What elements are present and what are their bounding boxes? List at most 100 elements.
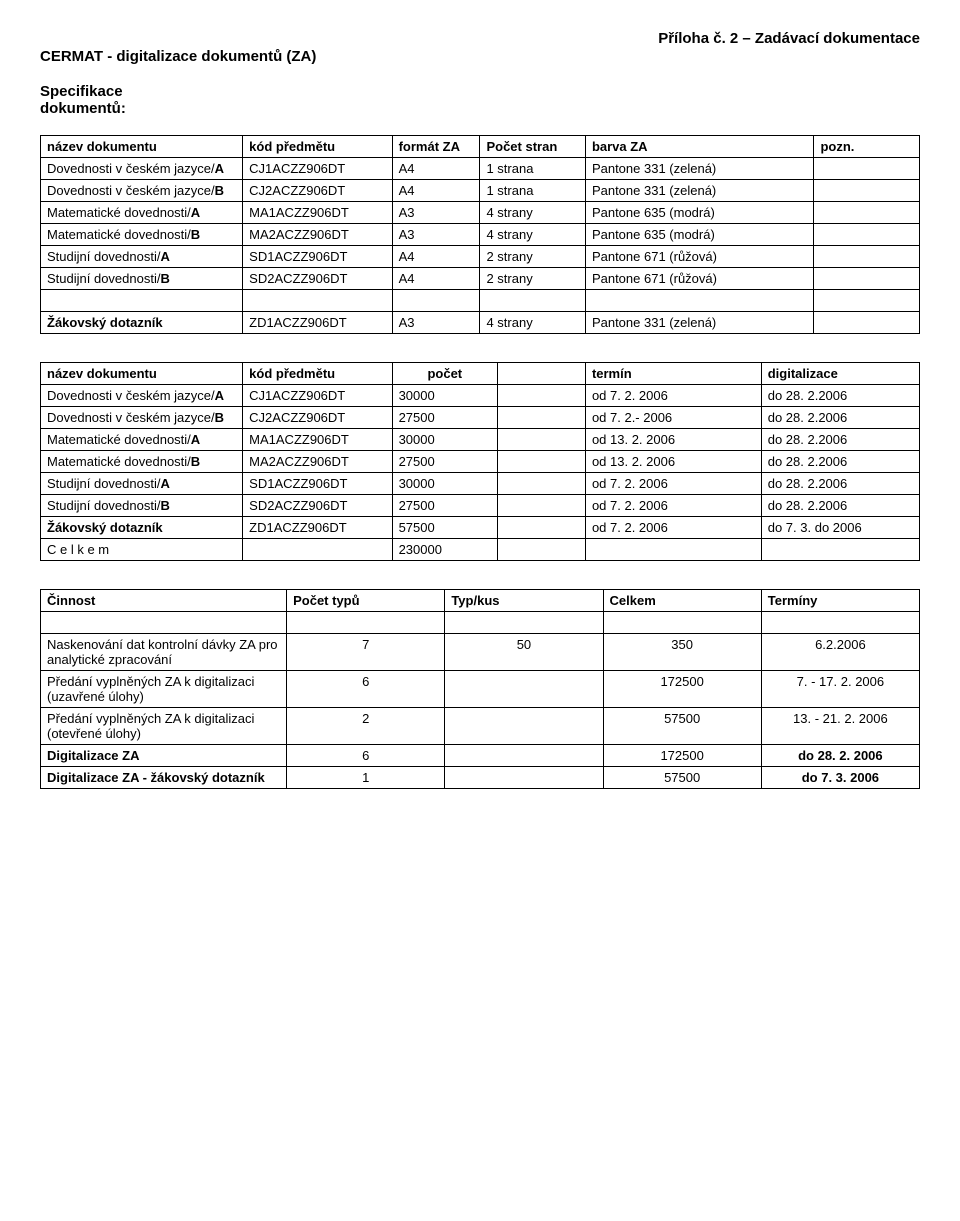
cell: 30000 <box>392 473 497 495</box>
th-perunit: Typ/kus <box>445 590 603 612</box>
cell <box>585 539 761 561</box>
cell: 57500 <box>392 517 497 539</box>
cell: od 13. 2. 2006 <box>585 429 761 451</box>
cell: CJ1ACZZ906DT <box>243 385 392 407</box>
spacer-row <box>41 612 920 634</box>
th-digit: digitalizace <box>761 363 919 385</box>
th-blank <box>498 363 586 385</box>
cell: od 7. 2. 2006 <box>585 495 761 517</box>
header: CERMAT - digitalizace dokumentů (ZA) Pří… <box>40 30 920 65</box>
table-row: Dovednosti v českém jazyce/ACJ1ACZZ906DT… <box>41 158 920 180</box>
cell <box>243 539 392 561</box>
cell: Matematické dovednosti/A <box>41 429 243 451</box>
cell: Digitalizace ZA - žákovský dotazník <box>41 767 287 789</box>
cell: Dovednosti v českém jazyce/B <box>41 180 243 202</box>
table-formats: název dokumentu kód předmětu formát ZA P… <box>40 135 920 334</box>
cell: Žákovský dotazník <box>41 312 243 334</box>
cell: MA1ACZZ906DT <box>243 202 392 224</box>
cell: Studijní dovednosti/A <box>41 473 243 495</box>
cell: 6 <box>287 745 445 767</box>
cell: od 7. 2. 2006 <box>585 385 761 407</box>
cell: 1 <box>287 767 445 789</box>
cell: 350 <box>603 634 761 671</box>
table-header-row: Činnost Počet typů Typ/kus Celkem Termín… <box>41 590 920 612</box>
th-types: Počet typů <box>287 590 445 612</box>
th-name: název dokumentu <box>41 136 243 158</box>
cell: CJ1ACZZ906DT <box>243 158 392 180</box>
cell <box>498 451 586 473</box>
cell: ZD1ACZZ906DT <box>243 312 392 334</box>
cell: 2 <box>287 708 445 745</box>
cell: do 28. 2.2006 <box>761 429 919 451</box>
cell: Studijní dovednosti/A <box>41 246 243 268</box>
th-format: formát ZA <box>392 136 480 158</box>
cell: A3 <box>392 224 480 246</box>
cell: 2 strany <box>480 246 585 268</box>
th-code: kód předmětu <box>243 363 392 385</box>
cell: MA1ACZZ906DT <box>243 429 392 451</box>
cell: SD1ACZZ906DT <box>243 246 392 268</box>
cell: 4 strany <box>480 202 585 224</box>
cell <box>445 745 603 767</box>
table-row: Předání vyplněných ZA k digitalizaci (uz… <box>41 671 920 708</box>
cell: SD1ACZZ906DT <box>243 473 392 495</box>
cell: od 7. 2. 2006 <box>585 517 761 539</box>
title-right: Příloha č. 2 – Zadávací dokumentace <box>658 30 920 47</box>
table-row: Dovednosti v českém jazyce/ACJ1ACZZ906DT… <box>41 385 920 407</box>
cell: Pantone 671 (růžová) <box>585 246 814 268</box>
spacer-row <box>41 290 920 312</box>
table-row: Studijní dovednosti/ASD1ACZZ906DTA42 str… <box>41 246 920 268</box>
cell: do 28. 2.2006 <box>761 495 919 517</box>
cell <box>498 429 586 451</box>
cell: 13. - 21. 2. 2006 <box>761 708 919 745</box>
cell: A3 <box>392 202 480 224</box>
th-dates: Termíny <box>761 590 919 612</box>
cell <box>814 180 920 202</box>
cell: MA2ACZZ906DT <box>243 451 392 473</box>
table-row: Studijní dovednosti/BSD2ACZZ906DT27500od… <box>41 495 920 517</box>
cell: 6 <box>287 671 445 708</box>
cell: Pantone 331 (zelená) <box>585 180 814 202</box>
spec-line2: dokumentů: <box>40 100 126 117</box>
cell: 172500 <box>603 745 761 767</box>
cell <box>445 708 603 745</box>
cell <box>498 385 586 407</box>
table-counts: název dokumentu kód předmětu počet termí… <box>40 362 920 561</box>
cell: 27500 <box>392 495 497 517</box>
table-row: Matematické dovednosti/AMA1ACZZ906DT3000… <box>41 429 920 451</box>
cell <box>814 224 920 246</box>
cell: Studijní dovednosti/B <box>41 495 243 517</box>
cell: do 28. 2.2006 <box>761 385 919 407</box>
table-header-row: název dokumentu kód předmětu formát ZA P… <box>41 136 920 158</box>
cell: Pantone 671 (růžová) <box>585 268 814 290</box>
cell: do 7. 3. do 2006 <box>761 517 919 539</box>
cell: 7. - 17. 2. 2006 <box>761 671 919 708</box>
cell: ZD1ACZZ906DT <box>243 517 392 539</box>
cell: CJ2ACZZ906DT <box>243 180 392 202</box>
cell: Dovednosti v českém jazyce/A <box>41 158 243 180</box>
table-row: Studijní dovednosti/ASD1ACZZ906DT30000od… <box>41 473 920 495</box>
cell: CJ2ACZZ906DT <box>243 407 392 429</box>
cell: Matematické dovednosti/B <box>41 451 243 473</box>
th-activity: Činnost <box>41 590 287 612</box>
table-row: Předání vyplněných ZA k digitalizaci (ot… <box>41 708 920 745</box>
th-code: kód předmětu <box>243 136 392 158</box>
cell: do 28. 2.2006 <box>761 473 919 495</box>
table-row: Naskenování dat kontrolní dávky ZA pro a… <box>41 634 920 671</box>
cell: Pantone 635 (modrá) <box>585 202 814 224</box>
cell <box>498 495 586 517</box>
cell <box>761 539 919 561</box>
cell: 172500 <box>603 671 761 708</box>
cell: do 28. 2.2006 <box>761 451 919 473</box>
spec-heading: Specifikace dokumentů: <box>40 83 920 117</box>
cell: 7 <box>287 634 445 671</box>
th-color: barva ZA <box>585 136 814 158</box>
cell: A4 <box>392 158 480 180</box>
cell <box>498 539 586 561</box>
th-pages: Počet stran <box>480 136 585 158</box>
cell: 30000 <box>392 429 497 451</box>
cell <box>498 473 586 495</box>
cell: do 7. 3. 2006 <box>761 767 919 789</box>
cell: A4 <box>392 268 480 290</box>
cell <box>498 407 586 429</box>
